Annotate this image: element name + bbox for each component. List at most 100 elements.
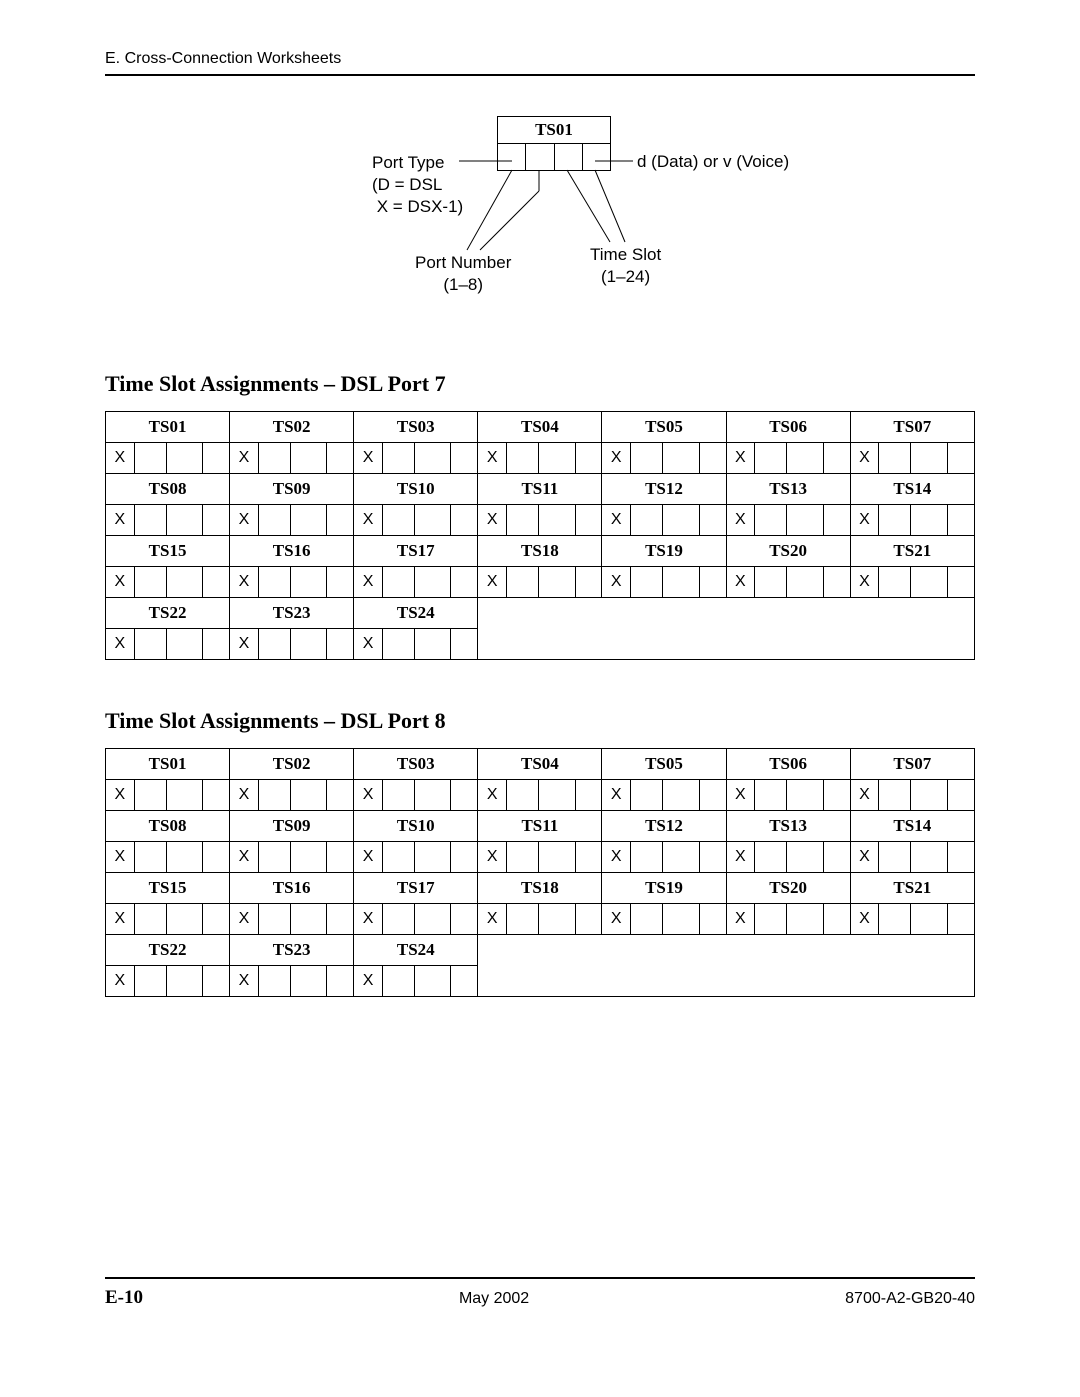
ts-cell-dv [823,505,850,536]
ts-cell-timeslot [663,780,699,811]
ts-cell-porttype: X [478,904,507,935]
ts-header: TS01 [106,749,230,780]
section-header: E. Cross-Connection Worksheets [105,50,975,76]
ts-cell-porttype: X [850,443,879,474]
ts-header: TS16 [230,873,354,904]
ts-header: TS18 [478,873,602,904]
ts-cell-portnum [631,842,663,873]
ts-cell-porttype: X [478,505,507,536]
ts-header: TS13 [726,811,850,842]
ts-blank [478,935,975,997]
ts-cell-dv [451,443,478,474]
ts-cell-portnum [134,629,166,660]
ts-header: TS17 [354,536,478,567]
ts-cell-porttype: X [478,842,507,873]
ts-cell-timeslot [539,505,575,536]
ts-cell-porttype: X [106,966,135,997]
ts-header: TS21 [850,873,974,904]
ts-cell-porttype: X [354,505,383,536]
ts-cell-portnum [258,505,290,536]
ts-header: TS15 [106,536,230,567]
ts-cell-dv [575,904,602,935]
ts-cell-timeslot [290,904,326,935]
ts-cell-portnum [631,904,663,935]
page-footer: E-10 May 2002 8700-A2-GB20-40 [105,1277,975,1309]
ts-cell-dv [327,966,354,997]
ts-cell-dv [203,629,230,660]
ts-cell-dv [575,842,602,873]
ts-cell-dv [203,904,230,935]
ts-cell-portnum [755,443,787,474]
ts-cell-porttype: X [230,505,259,536]
ts-cell-timeslot [414,567,450,598]
ts-cell-dv [327,842,354,873]
ts-cell-porttype: X [602,505,631,536]
ts-cell-dv [699,904,726,935]
ts-cell-portnum [631,567,663,598]
ts-cell-portnum [258,842,290,873]
footer-docid: 8700-A2-GB20-40 [845,1290,975,1308]
ts-cell-porttype: X [230,904,259,935]
ts-cell-dv [947,505,974,536]
ts-cell-portnum [382,842,414,873]
ts-cell-portnum [382,443,414,474]
ts-cell-timeslot [414,780,450,811]
ts-cell-portnum [631,780,663,811]
ts-grid-port8: TS01TS02TS03TS04TS05TS06TS07XXXXXXXTS08T… [105,748,975,997]
ts-cell-porttype: X [230,842,259,873]
ts-cell-porttype: X [106,505,135,536]
ts-cell-timeslot [166,629,202,660]
ts-header: TS22 [106,598,230,629]
ts-cell-timeslot [787,443,823,474]
ts-cell-timeslot [539,842,575,873]
ts-cell-dv [327,904,354,935]
ts-cell-porttype: X [602,842,631,873]
ts-header: TS20 [726,873,850,904]
ts-cell-porttype: X [850,567,879,598]
ts-cell-portnum [879,567,911,598]
ts-cell-portnum [258,780,290,811]
ts-cell-porttype: X [726,780,755,811]
ts-header: TS02 [230,412,354,443]
ts-header: TS23 [230,598,354,629]
ts-cell-timeslot [166,966,202,997]
section-title-port8: Time Slot Assignments – DSL Port 8 [105,708,975,734]
ts-cell-timeslot [663,842,699,873]
ts-cell-timeslot [290,966,326,997]
ts-cell-dv [699,443,726,474]
ts-cell-timeslot [911,842,947,873]
ts-cell-dv [451,966,478,997]
ts-cell-timeslot [290,443,326,474]
ts-cell-portnum [755,567,787,598]
ts-cell-dv [451,904,478,935]
ts-header: TS03 [354,749,478,780]
ts-cell-timeslot [787,780,823,811]
ts-cell-dv [699,505,726,536]
ts-cell-porttype: X [602,443,631,474]
ts-header: TS12 [602,811,726,842]
ts-cell-timeslot [414,842,450,873]
ts-cell-timeslot [911,567,947,598]
ts-cell-porttype: X [230,567,259,598]
ts-cell-porttype: X [230,780,259,811]
ts-cell-timeslot [911,505,947,536]
ts-header: TS04 [478,412,602,443]
ts-cell-portnum [134,780,166,811]
time-slot-label: Time Slot (1–24) [590,244,661,288]
ts-cell-portnum [506,842,538,873]
ts-cell-timeslot [290,780,326,811]
ts-cell-dv [575,567,602,598]
ts-cell-portnum [506,443,538,474]
ts-header: TS18 [478,536,602,567]
ts-grid-port7: TS01TS02TS03TS04TS05TS06TS07XXXXXXXTS08T… [105,411,975,660]
ts-cell-porttype: X [478,443,507,474]
ts-cell-portnum [134,567,166,598]
ts-legend-diagram: TS01 Port Type (D = DSL X = DSX [105,116,975,341]
ts-cell-portnum [506,505,538,536]
ts-cell-timeslot [166,842,202,873]
ts-header: TS01 [106,412,230,443]
ts-cell-timeslot [290,567,326,598]
ts-cell-timeslot [787,567,823,598]
ts-cell-dv [327,629,354,660]
ts-cell-portnum [134,904,166,935]
